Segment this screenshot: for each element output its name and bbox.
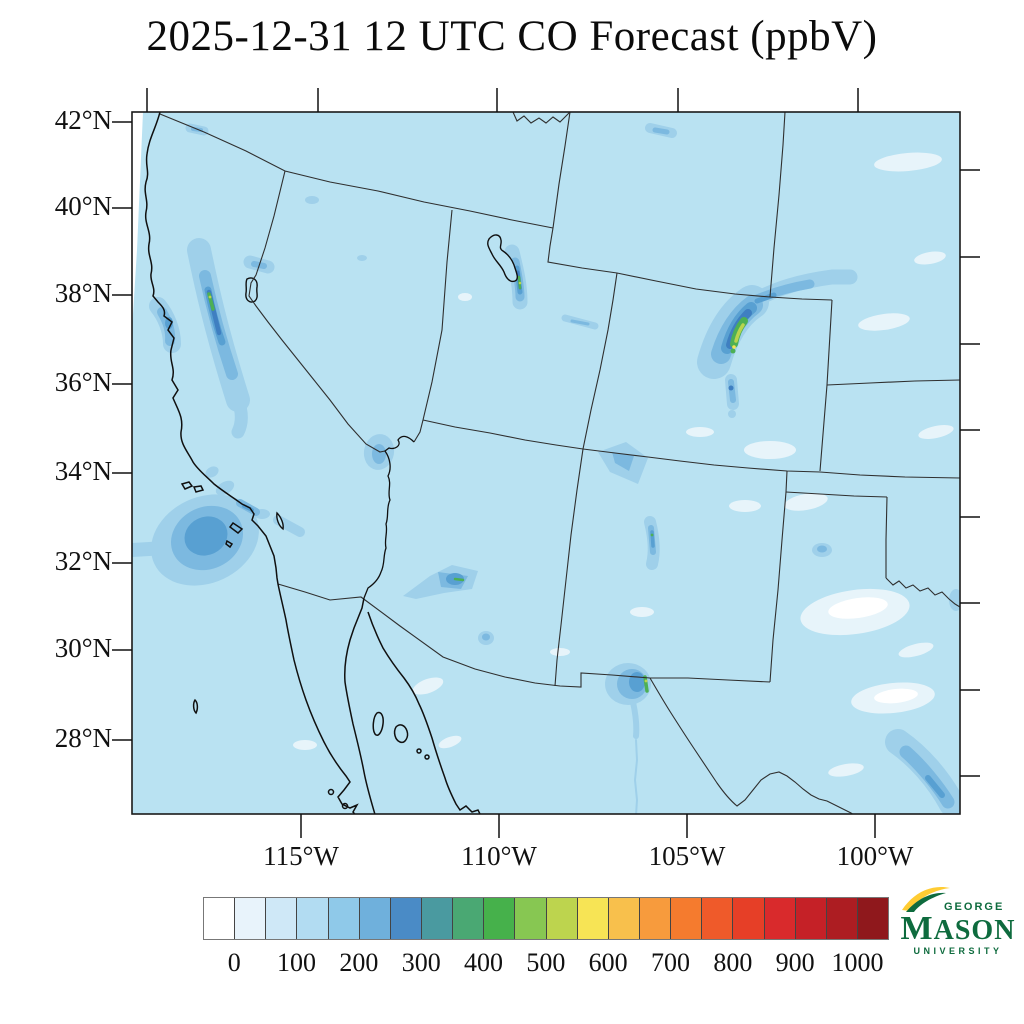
colorbar bbox=[203, 897, 889, 940]
map-background bbox=[132, 112, 960, 814]
island bbox=[192, 485, 205, 493]
colorbar-cell bbox=[671, 898, 703, 939]
lat-label: 36°N bbox=[54, 367, 112, 397]
co-hotspot-green-dots bbox=[650, 348, 736, 537]
pacific-coast bbox=[144, 112, 359, 814]
colorbar-tick-label: 200 bbox=[339, 948, 379, 977]
colorbar-tick-label: 300 bbox=[401, 948, 441, 977]
colorbar-cell bbox=[608, 898, 640, 939]
island bbox=[393, 724, 409, 744]
lon-label: 100°W bbox=[836, 841, 914, 871]
colorbar-cell bbox=[577, 898, 609, 939]
mason-swoosh-icon bbox=[902, 886, 950, 912]
colorbar-cell bbox=[235, 898, 267, 939]
colorbar-cell bbox=[795, 898, 827, 939]
colorbar-cell bbox=[826, 898, 858, 939]
lat-label: 28°N bbox=[54, 723, 112, 753]
lon-label: 110°W bbox=[461, 841, 537, 871]
colorbar-cell bbox=[359, 898, 391, 939]
co-hotspot-yellowgreen bbox=[734, 323, 745, 343]
island bbox=[416, 748, 422, 754]
logo-text-george: GEORGE bbox=[944, 901, 1005, 913]
colorbar-tick-label: 400 bbox=[464, 948, 504, 977]
coastline bbox=[144, 112, 481, 814]
co-plume-level4-dots bbox=[728, 385, 734, 391]
island bbox=[327, 788, 335, 796]
co-plume-level3 bbox=[165, 317, 645, 692]
state-borders bbox=[159, 112, 960, 814]
co-hotspot-yellow-dot bbox=[732, 345, 736, 349]
colorbar-cell bbox=[204, 898, 236, 939]
colorbar-tick-label: 1000 bbox=[831, 948, 884, 977]
colorbar-tick-label: 600 bbox=[588, 948, 628, 977]
page-title: 2025-12-31 12 UTC CO Forecast (ppbV) bbox=[146, 13, 878, 60]
lat-label: 40°N bbox=[54, 191, 112, 221]
colorbar-tick-label: 0 bbox=[227, 948, 241, 977]
island bbox=[372, 711, 384, 736]
colorbar-cell bbox=[421, 898, 454, 939]
colorbar-tick-label: 700 bbox=[651, 948, 690, 977]
colorbar-cell bbox=[733, 898, 765, 939]
colorbar-cell bbox=[266, 898, 298, 939]
lat-label: 38°N bbox=[54, 278, 112, 308]
logo-text-mason: MASON bbox=[900, 910, 1016, 947]
low-co-patches-white bbox=[132, 112, 918, 704]
colorbar-tick-label: 500 bbox=[526, 948, 566, 977]
colorbar-cell bbox=[484, 898, 516, 939]
colorbar-cell bbox=[297, 898, 329, 939]
island bbox=[424, 754, 430, 760]
island bbox=[228, 521, 244, 534]
colorbar-cell bbox=[764, 898, 796, 939]
lat-label: 42°N bbox=[54, 105, 112, 135]
colorado-river bbox=[363, 435, 415, 599]
axis-ticks bbox=[112, 88, 980, 838]
baja-gulf-coast bbox=[344, 597, 376, 814]
logo-text-university: UNIVERSITY bbox=[913, 946, 1003, 956]
colorbar-cell bbox=[702, 898, 734, 939]
gmu-logo: GEORGE MASON UNIVERSITY bbox=[894, 886, 1022, 980]
island bbox=[225, 539, 234, 549]
salton-sea bbox=[276, 511, 284, 531]
colorbar-cell bbox=[546, 898, 578, 939]
colorbar-tick-label: 900 bbox=[775, 948, 815, 977]
lon-label: 105°W bbox=[648, 841, 726, 871]
lakes bbox=[245, 234, 518, 531]
island bbox=[192, 698, 199, 715]
colorbar-cell bbox=[453, 898, 485, 939]
colorbar-cell bbox=[639, 898, 672, 939]
colorbar-cell bbox=[390, 898, 422, 939]
lat-label: 32°N bbox=[54, 546, 112, 576]
colorbar-cell bbox=[515, 898, 547, 939]
colorbar-cell bbox=[328, 898, 360, 939]
island bbox=[180, 481, 194, 490]
sonora-coast bbox=[367, 611, 481, 814]
lon-label: 115°W bbox=[263, 841, 339, 871]
co-hotspot-yellowgreen-dots bbox=[208, 281, 648, 683]
great-salt-lake bbox=[487, 234, 518, 283]
colorbar-cell bbox=[857, 898, 889, 939]
lat-label: 34°N bbox=[54, 456, 112, 486]
map-frame bbox=[131, 111, 961, 815]
colorbar-tick-label: 100 bbox=[277, 948, 317, 977]
lat-label: 30°N bbox=[54, 633, 112, 663]
colorbar-tick-label: 800 bbox=[713, 948, 753, 977]
island bbox=[341, 802, 349, 810]
